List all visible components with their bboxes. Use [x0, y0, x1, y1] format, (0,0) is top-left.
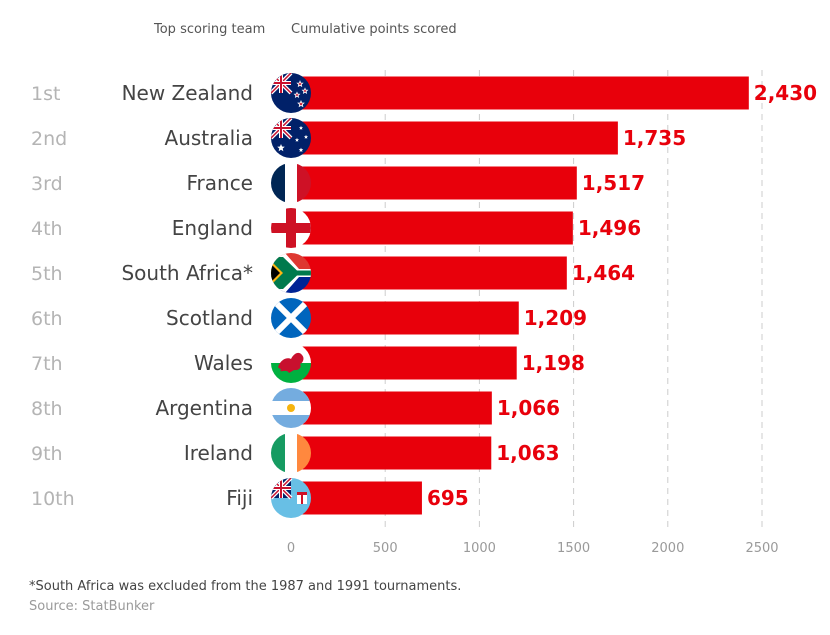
value-label: 1,209: [524, 306, 587, 330]
bar: [291, 346, 517, 380]
team-label: France: [186, 171, 253, 195]
x-tick-label: 2500: [745, 541, 778, 556]
x-tick-label: 500: [373, 541, 398, 556]
team-label: Scotland: [166, 306, 253, 330]
rank-label: 2nd: [31, 128, 67, 150]
rank-label: 10th: [31, 488, 75, 510]
value-label: 1,198: [522, 351, 585, 375]
x-tick-label: 2000: [651, 541, 684, 556]
value-label: 1,735: [623, 126, 686, 150]
bar: [291, 436, 492, 470]
labels: 1st New Zealand 2,430 2nd Australia 1,735 3rd F…: [31, 81, 817, 510]
rank-label: 3rd: [31, 173, 63, 195]
points-column-header: Cumulative points scored: [291, 22, 457, 37]
flags: [271, 73, 311, 518]
x-tick-label: 1500: [557, 541, 590, 556]
footnote: *South Africa was excluded from the 1987…: [29, 579, 462, 594]
rank-label: 4th: [31, 218, 63, 240]
bar: [291, 256, 567, 290]
rank-label: 1st: [31, 83, 60, 105]
bar: [291, 391, 492, 425]
team-label: Ireland: [184, 441, 253, 465]
bar: [291, 481, 422, 515]
wales-flag-icon: [271, 343, 311, 383]
ireland-flag-icon: [271, 433, 311, 473]
bar: [291, 121, 618, 155]
team-label: Wales: [194, 351, 253, 375]
value-label: 2,430: [754, 81, 817, 105]
bar: [291, 76, 749, 110]
france-flag-icon: [271, 163, 311, 203]
value-label: 1,464: [572, 261, 635, 285]
rank-label: 9th: [31, 443, 63, 465]
source-note: Source: StatBunker: [29, 599, 155, 614]
x-tick-label: 1000: [463, 541, 496, 556]
england-flag-icon: [271, 208, 311, 248]
south-africa-flag-icon: [271, 253, 311, 293]
scotland-flag-icon: [271, 298, 311, 338]
value-label: 1,066: [497, 396, 560, 420]
x-tick-label: 0: [287, 541, 295, 556]
fiji-flag-icon: [271, 478, 311, 518]
value-label: 1,496: [578, 216, 641, 240]
australia-flag-icon: [271, 118, 311, 158]
argentina-flag-icon: [271, 388, 311, 428]
rank-label: 6th: [31, 308, 63, 330]
team-label: Australia: [165, 126, 253, 150]
value-label: 695: [427, 486, 469, 510]
value-label: 1,063: [496, 441, 559, 465]
team-label: England: [172, 216, 253, 240]
value-label: 1,517: [582, 171, 645, 195]
team-label: New Zealand: [122, 81, 253, 105]
bar-chart: 1st New Zealand 2,430 2nd Australia 1,735 3rd F…: [31, 70, 817, 556]
team-column-header: Top scoring team: [154, 22, 266, 37]
rank-label: 7th: [31, 353, 63, 375]
rank-label: 8th: [31, 398, 63, 420]
team-label: Fiji: [226, 486, 253, 510]
bar: [291, 166, 577, 200]
bar: [291, 211, 573, 245]
bar: [291, 301, 519, 335]
bars: [291, 76, 749, 515]
new-zealand-flag-icon: [271, 73, 311, 113]
x-axis-ticks: 0 500 1000 1500 2000 2500: [287, 541, 779, 556]
rank-label: 5th: [31, 263, 63, 285]
team-label: South Africa*: [121, 261, 253, 285]
team-label: Argentina: [155, 396, 253, 420]
